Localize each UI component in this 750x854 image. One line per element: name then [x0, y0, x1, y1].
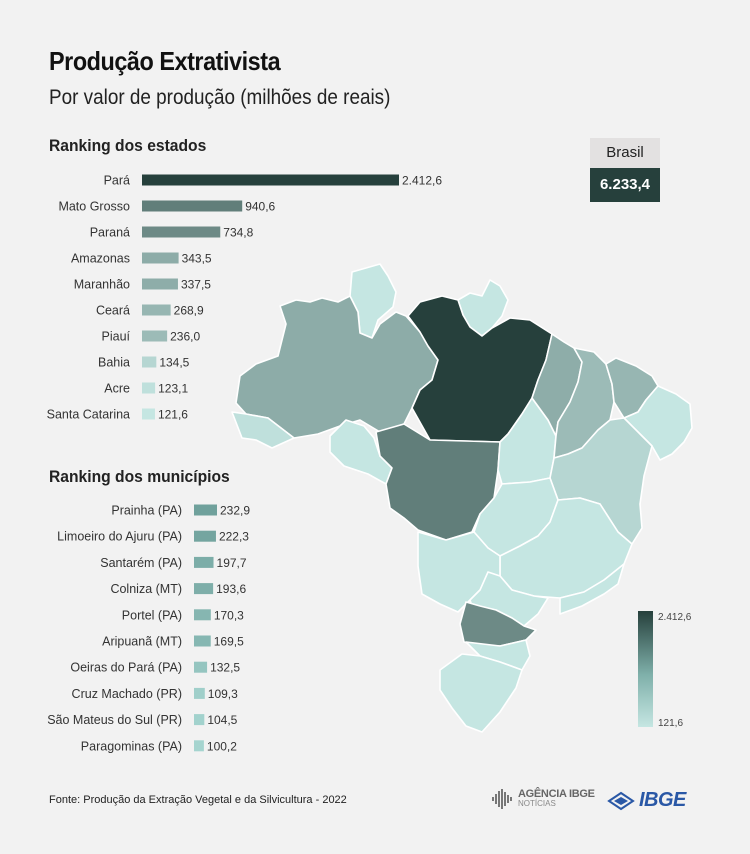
- bar: [142, 356, 157, 368]
- bar: [142, 408, 155, 420]
- ibge-logo-text: IBGE: [639, 789, 686, 811]
- legend-max-label: 2.412,6: [658, 612, 692, 623]
- bar-value-label: 104,5: [207, 713, 237, 727]
- map-state-sudeste-litoral: [559, 563, 625, 615]
- bar-category-label: Piauí: [102, 330, 131, 344]
- bar: [194, 635, 211, 647]
- map-state-parana: [459, 601, 537, 647]
- bar-category-label: Paragominas (PA): [81, 739, 182, 753]
- bar: [194, 583, 214, 595]
- bar: [142, 278, 178, 290]
- bar-value-label: 940,6: [245, 200, 275, 214]
- page-subtitle: Por valor de produção (milhões de reais): [49, 86, 391, 109]
- states-bar-chart: Pará 2.412,6 Mato Grosso 940,6 Paraná 734,8 Am…: [47, 174, 443, 422]
- bar-category-label: Maranhão: [74, 278, 130, 292]
- bar-category-label: Acre: [104, 382, 130, 396]
- bar: [194, 530, 216, 542]
- legend-gradient-bar: [638, 611, 653, 727]
- page-title: Produção Extrativista: [49, 46, 281, 76]
- bar-category-label: Ceará: [96, 304, 130, 318]
- bar: [142, 304, 171, 316]
- brasil-total-box: Brasil 6.233,4: [590, 138, 660, 202]
- states-ranking-title: Ranking dos estados: [49, 136, 207, 155]
- bar-value-label: 132,5: [210, 661, 240, 675]
- bar-value-label: 343,5: [182, 252, 212, 266]
- bar: [194, 504, 217, 516]
- bar-value-label: 100,2: [207, 739, 237, 753]
- bar-category-label: Limoeiro do Ajuru (PA): [57, 530, 182, 544]
- bar: [194, 687, 205, 699]
- bar-value-label: 236,0: [170, 330, 200, 344]
- bar-value-label: 337,5: [181, 278, 211, 292]
- brasil-label: Brasil: [590, 138, 660, 168]
- bar-value-label: 734,8: [223, 226, 253, 240]
- bar-category-label: Santa Catarina: [47, 408, 130, 422]
- map-state-rio-grande-do-sul: [439, 653, 523, 733]
- agencia-logo-line1: AGÊNCIA IBGE: [518, 788, 595, 800]
- agencia-logo-line2: NOTÍCIAS: [518, 799, 556, 808]
- map-state-acre: [231, 411, 295, 449]
- agencia-logo-icon: [492, 789, 512, 809]
- bar: [142, 226, 221, 238]
- bar-value-label: 232,9: [220, 504, 250, 518]
- bar-category-label: Colniza (MT): [110, 582, 182, 596]
- bar-value-label: 169,5: [214, 635, 244, 649]
- bar-value-label: 2.412,6: [402, 174, 442, 188]
- bar: [194, 714, 205, 726]
- bar-value-label: 109,3: [208, 687, 238, 701]
- bar-value-label: 193,6: [216, 582, 246, 596]
- bar-category-label: Santarém (PA): [100, 556, 182, 570]
- color-scale-legend: 2.412,6 121,6: [638, 611, 692, 729]
- bar-category-label: Portel (PA): [122, 608, 182, 622]
- municipalities-bar-chart: Prainha (PA) 232,9 Limoeiro do Ajuru (PA) 2…: [47, 504, 250, 754]
- agencia-ibge-logo: AGÊNCIA IBGE NOTÍCIAS: [492, 789, 595, 809]
- bar: [194, 740, 204, 752]
- bar: [142, 252, 179, 264]
- bar-category-label: Cruz Machado (PR): [72, 687, 182, 701]
- bar-value-label: 197,7: [217, 556, 247, 570]
- bar-category-label: Mato Grosso: [58, 200, 130, 214]
- municipalities-ranking-title: Ranking dos municípios: [49, 467, 230, 486]
- bar-value-label: 268,9: [174, 304, 204, 318]
- bar-category-label: Aripuanã (MT): [102, 635, 182, 649]
- bar-category-label: São Mateus do Sul (PR): [47, 713, 182, 727]
- bar-value-label: 121,6: [158, 408, 188, 422]
- ibge-logo-icon: [607, 791, 635, 810]
- bar: [142, 174, 399, 186]
- bar: [194, 556, 214, 568]
- bar-category-label: Pará: [104, 174, 130, 188]
- bar-category-label: Oeiras do Pará (PA): [70, 661, 182, 675]
- brasil-value: 6.233,4: [590, 168, 660, 202]
- bar-value-label: 134,5: [159, 356, 189, 370]
- bar-category-label: Amazonas: [71, 252, 130, 266]
- bar: [142, 382, 156, 394]
- bar-value-label: 123,1: [158, 382, 188, 396]
- bar: [142, 200, 243, 212]
- bar: [194, 661, 208, 673]
- bar: [194, 609, 211, 621]
- ibge-logo: IBGE: [607, 789, 686, 812]
- brazil-map: [231, 263, 693, 733]
- source-note: Fonte: Produção da Extração Vegetal e da…: [49, 794, 347, 806]
- legend-min-label: 121,6: [658, 718, 683, 729]
- map-state-amazonas: [235, 295, 439, 439]
- bar-category-label: Bahia: [98, 356, 130, 370]
- bar: [142, 330, 168, 342]
- bar-value-label: 222,3: [219, 530, 249, 544]
- bar-category-label: Paraná: [90, 226, 130, 240]
- bar-value-label: 170,3: [214, 608, 244, 622]
- bar-category-label: Prainha (PA): [111, 504, 182, 518]
